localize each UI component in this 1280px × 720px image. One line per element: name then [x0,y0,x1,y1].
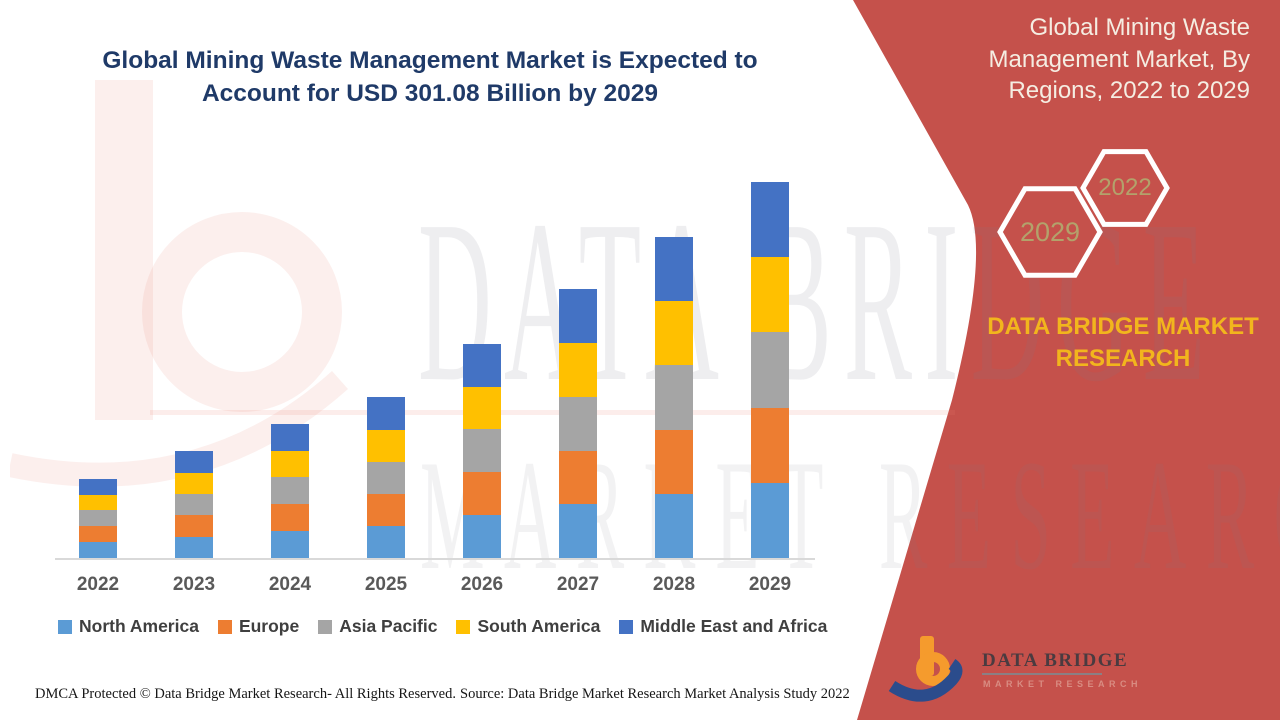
brand-name-gold: DATA BRIDGE MARKET RESEARCH [973,311,1273,375]
page-title-line2: Account for USD 301.08 Billion by 2029 [201,80,659,107]
bar-segment-2028-middle-east-and-africa [655,236,693,302]
bar-segment-2025-middle-east-and-africa [367,397,405,430]
x-axis-label-2027: 2027 [556,574,600,595]
bar-segment-2022-north-america [79,542,117,558]
hexagon-2029 [997,186,1103,278]
bar-2024 [271,423,309,558]
bar-2022 [79,478,117,558]
legend-item-south-america: South America [456,616,600,637]
dmca-notice: DMCA Protected © Data Bridge Market Rese… [35,686,456,702]
x-axis-label-2029: 2029 [748,574,792,595]
footer-logo-subtitle: MARKET RESEARCH [983,679,1143,689]
legend-label: Middle East and Africa [640,616,828,636]
page-title-line1: Global Mining Waste Management Market is… [102,47,758,74]
bar-segment-2026-asia-pacific [463,429,501,473]
right-panel-title: Global Mining Waste Management Market, B… [930,12,1250,107]
bar-segment-2024-europe [271,504,309,532]
bar-segment-2027-north-america [559,504,597,558]
bar-2023 [175,451,213,558]
x-axis-label-2028: 2028 [652,574,696,595]
right-panel-title-line1: Global Mining Waste [1029,14,1250,41]
badge-year-2022: 2022 [1098,174,1152,201]
legend-item-middle-east-africa: Middle East and Africa [619,616,827,637]
bar-2025 [367,397,405,558]
bar-segment-2028-south-america [655,301,693,366]
right-panel-title-line3: Regions, 2022 to 2029 [1008,77,1250,104]
source-note: Source: Data Bridge Market Research Mark… [460,686,850,702]
bar-segment-2023-south-america [175,472,213,494]
ghost-underline [150,410,955,415]
legend-label: South America [477,616,601,636]
x-axis-label-2024: 2024 [268,574,312,595]
x-axis-line [55,558,815,560]
bar-segment-2029-asia-pacific [751,332,789,408]
bar-segment-2027-asia-pacific [559,396,597,451]
bar-segment-2029-north-america [751,482,789,558]
x-axis-label-2023: 2023 [172,574,216,595]
bar-segment-2024-middle-east-and-africa [271,423,309,451]
bar-segment-2027-europe [559,450,597,505]
bar-segment-2024-south-america [271,450,309,478]
bar-segment-2024-asia-pacific [271,477,309,505]
bar-segment-2022-europe [79,526,117,543]
bar-segment-2023-north-america [175,536,213,558]
page-title: Global Mining Waste Management Market is… [80,44,780,110]
legend-swatch-north-america [58,619,72,634]
bar-segment-2029-south-america [751,257,789,333]
bar-segment-2026-middle-east-and-africa [463,343,501,387]
x-axis-label-2025: 2025 [364,574,408,595]
x-axis-labels: 2022 2023 2024 2025 2026 2027 2028 2029 [55,574,823,600]
legend-swatch-europe [217,619,232,634]
bar-2027 [559,289,597,558]
footer-logo-underline [982,673,1102,675]
databridge-logo-icon [888,636,963,702]
legend-item-north-america: North America [58,616,199,637]
legend-swatch-asia-pacific [318,619,333,634]
legend-item-asia-pacific: Asia Pacific [318,616,437,637]
bar-segment-2023-europe [175,515,213,537]
legend-label: North America [79,616,199,636]
hexagon-badges [997,149,1170,278]
bar-segment-2023-middle-east-and-africa [175,451,213,473]
chart-legend: North America Europe Asia Pacific South … [58,616,838,637]
x-axis-label-2026: 2026 [460,574,504,595]
bar-segment-2028-europe [655,429,693,494]
bar-2028 [655,236,693,558]
bar-segment-2025-south-america [367,429,405,462]
bar-segment-2025-asia-pacific [367,461,405,494]
bar-segment-2028-north-america [655,493,693,558]
bar-segment-2026-north-america [463,515,501,558]
bar-segment-2027-south-america [559,343,597,397]
legend-label: Europe [238,616,300,636]
legend-swatch-south-america [456,619,471,634]
bar-2026 [463,343,501,558]
legend-label: Asia Pacific [339,616,438,636]
bar-2029 [751,182,789,558]
legend-item-europe: Europe [217,616,300,637]
bar-segment-2029-europe [751,407,789,483]
hexagon-2022 [1080,149,1170,227]
bar-segment-2022-asia-pacific [79,510,117,527]
bar-segment-2025-europe [367,493,405,526]
right-panel-title-line2: Management Market, By [988,45,1250,73]
footer-logo-brand: DATA BRIDGE [982,650,1129,671]
bar-segment-2029-middle-east-and-africa [751,182,789,258]
bar-segment-2024-north-america [271,531,309,558]
bar-segment-2028-asia-pacific [655,365,693,430]
chart-plot-area [55,168,815,560]
bar-segment-2026-south-america [463,386,501,430]
bar-segment-2022-middle-east-and-africa [79,478,117,495]
bar-segment-2026-europe [463,472,501,516]
badge-year-2029: 2029 [1019,217,1081,247]
bar-segment-2025-north-america [367,525,405,558]
bar-segment-2027-middle-east-and-africa [559,289,597,344]
bar-segment-2022-south-america [79,494,117,511]
x-axis-label-2022: 2022 [76,574,120,595]
brand-name-line1: DATA BRIDGE MARKET [987,313,1259,340]
brand-name-line2: RESEARCH [1055,345,1191,372]
legend-swatch-middle-east-africa [619,619,634,634]
bar-segment-2023-asia-pacific [175,493,213,516]
